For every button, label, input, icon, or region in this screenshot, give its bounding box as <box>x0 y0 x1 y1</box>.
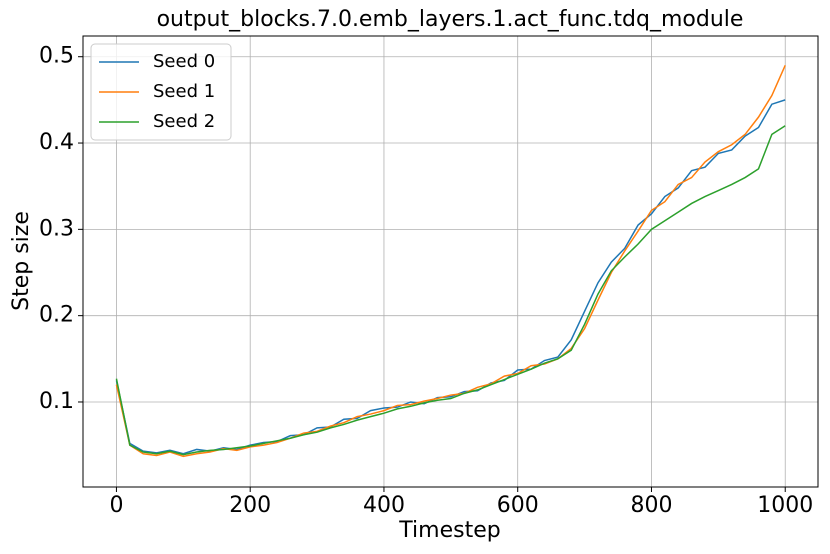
x-tick-label: 200 <box>229 493 271 518</box>
y-axis-label: Step size <box>9 211 34 311</box>
legend-label: Seed 0 <box>153 51 215 72</box>
y-tick-label: 0.5 <box>39 44 74 69</box>
series-line <box>115 125 786 456</box>
y-tick-label: 0.2 <box>39 303 74 328</box>
legend-box <box>90 43 232 141</box>
x-tick-label: 400 <box>363 493 405 518</box>
legend: Seed 0 Seed 1 Seed 2 <box>90 43 232 141</box>
x-tick-label: 0 <box>109 493 123 518</box>
y-tick-label: 0.1 <box>39 389 74 414</box>
series-line <box>115 99 786 455</box>
x-tick-label: 600 <box>497 493 539 518</box>
y-tick-label: 0.4 <box>39 130 74 155</box>
chart-title: output_blocks.7.0.emb_layers.1.act_func.… <box>157 7 744 32</box>
x-tick-label: 1000 <box>757 493 813 518</box>
plot-frame <box>82 35 819 488</box>
legend-label: Seed 1 <box>153 81 215 102</box>
legend-label: Seed 2 <box>153 111 215 132</box>
x-tick-label: 800 <box>630 493 672 518</box>
y-tick-label: 0.3 <box>39 216 74 241</box>
x-axis-label: Timestep <box>398 518 500 543</box>
